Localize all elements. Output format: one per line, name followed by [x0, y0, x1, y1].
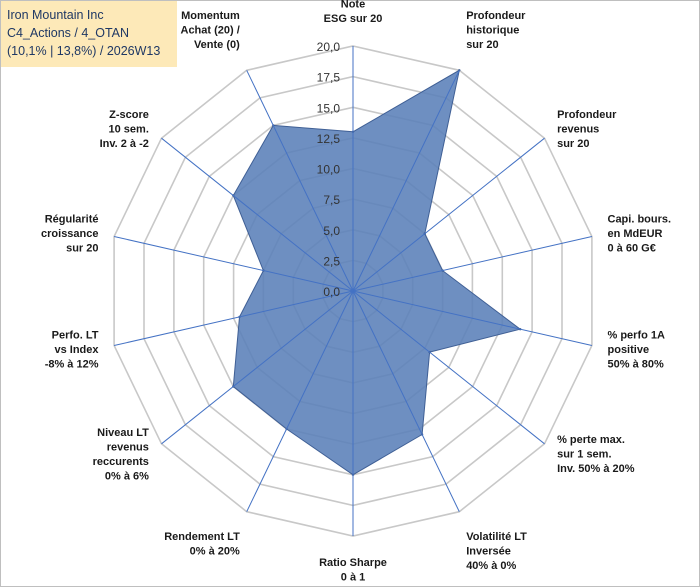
category-label-line: Rendement LT	[164, 531, 240, 543]
axis-spoke	[352, 290, 593, 346]
category-label-line: Inv. 50% à 20%	[557, 463, 635, 475]
axis-spoke	[352, 70, 460, 292]
category-label-line: sur 1 sem.	[557, 449, 611, 461]
category-label: Perfo. LT vs Index -8% à 12%	[45, 330, 100, 371]
axis-spoke	[161, 137, 354, 292]
tick-label: 2,5	[323, 254, 340, 268]
category-label-line: 50% à 80%	[608, 359, 664, 371]
category-label: % perte max. sur 1 sem. Inv. 50% à 20%	[557, 434, 635, 475]
chart-title-category: C4_Actions / 4_OTAN	[7, 26, 130, 40]
tick-label: 0,0	[323, 285, 340, 299]
category-label-line: Profondeur	[557, 109, 617, 121]
category-label-line: historique	[466, 24, 519, 36]
category-label: Régularité croissance sur 20	[41, 213, 98, 254]
category-label-line: Profondeur	[466, 10, 526, 22]
category-label-line: Note	[341, 0, 365, 11]
category-label-line: Volatilité LT	[466, 531, 527, 543]
category-label-line: 0% à 6%	[105, 471, 149, 483]
axis-spoke	[352, 290, 545, 445]
category-label-line: sur 20	[66, 242, 98, 254]
category-label: Volatilité LT Inversée 40% à 0%	[466, 531, 527, 572]
category-label: Note ESG sur 20	[324, 0, 383, 25]
category-label-line: revenus	[557, 123, 599, 135]
axis-spoke	[246, 70, 354, 292]
tick-label: 15,0	[317, 101, 341, 115]
category-label: % perfo 1A positive 50% à 80%	[608, 330, 666, 371]
chart-title-company: Iron Mountain Inc	[7, 8, 104, 22]
category-label: Ratio Sharpe 0 à 1	[319, 557, 387, 584]
category-label: Profondeur historique sur 20	[466, 10, 526, 51]
radar-axes	[113, 46, 593, 536]
category-label-line: 0 à 1	[341, 572, 365, 584]
category-label-line: Vente (0)	[194, 39, 240, 51]
category-label-line: Z-score	[109, 109, 149, 121]
axis-spoke	[113, 236, 354, 292]
category-label-line: 0% à 20%	[190, 546, 240, 558]
tick-label: 10,0	[317, 163, 341, 177]
category-label-line: Capi. bours.	[608, 213, 672, 225]
category-label-line: -8% à 12%	[45, 359, 99, 371]
axis-spoke	[352, 137, 545, 292]
category-label: Momentum Achat (20) / Vente (0)	[181, 10, 241, 51]
category-label-line: Achat (20) /	[181, 24, 240, 36]
tick-label: 7,5	[323, 193, 340, 207]
category-label-line: revenus	[107, 442, 149, 454]
category-label: Z-score 10 sem. Inv. 2 à -2	[100, 109, 149, 150]
category-label-line: croissance	[41, 228, 98, 240]
category-label: Rendement LT 0% à 20%	[164, 531, 240, 558]
category-label: Capi. bours. en MdEUR 0 à 60 G€	[608, 213, 672, 254]
tick-label: 20,0	[317, 40, 341, 54]
category-label-line: % perte max.	[557, 434, 625, 446]
radar-category-labels: Note ESG sur 20 Profondeur historique sur 20…	[41, 0, 671, 584]
axis-spoke	[352, 236, 593, 292]
axis-spoke	[352, 290, 460, 512]
axis-spoke	[113, 290, 354, 346]
category-label-line: % perfo 1A	[608, 330, 666, 342]
chart-title-box: Iron Mountain Inc C4_Actions / 4_OTAN (1…	[1, 1, 177, 67]
category-label-line: sur 20	[466, 39, 498, 51]
category-label-line: Inversée	[466, 546, 511, 558]
category-label-line: ESG sur 20	[324, 13, 383, 25]
category-label-line: Régularité	[45, 213, 99, 225]
category-label-line: Perfo. LT	[52, 330, 99, 342]
category-label: Niveau LT revenus reccurents 0% à 6%	[93, 427, 150, 483]
category-label-line: Momentum	[181, 10, 240, 22]
tick-label: 12,5	[317, 132, 341, 146]
category-label-line: Inv. 2 à -2	[100, 138, 149, 150]
category-label-line: 0 à 60 G€	[608, 242, 656, 254]
category-label-line: en MdEUR	[608, 228, 663, 240]
tick-label: 5,0	[323, 224, 340, 238]
category-label-line: sur 20	[557, 138, 589, 150]
category-label-line: Ratio Sharpe	[319, 557, 387, 569]
category-label-line: vs Index	[54, 344, 99, 356]
category-label-line: Niveau LT	[97, 427, 149, 439]
category-label: Profondeur revenus sur 20	[557, 109, 617, 150]
category-label-line: reccurents	[93, 456, 149, 468]
axis-spoke	[246, 290, 354, 512]
axis-spoke	[161, 290, 354, 445]
category-label-line: positive	[608, 344, 650, 356]
category-label-line: 40% à 0%	[466, 560, 516, 572]
radar-tick-labels: 0,0 2,5 5,0 7,5 10,0 12,5 15,0 17,5 20,0	[317, 40, 341, 299]
tick-label: 17,5	[317, 71, 341, 85]
category-label-line: 10 sem.	[109, 123, 149, 135]
chart-title-period: (10,1% | 13,8%) / 2026W13	[7, 44, 161, 58]
